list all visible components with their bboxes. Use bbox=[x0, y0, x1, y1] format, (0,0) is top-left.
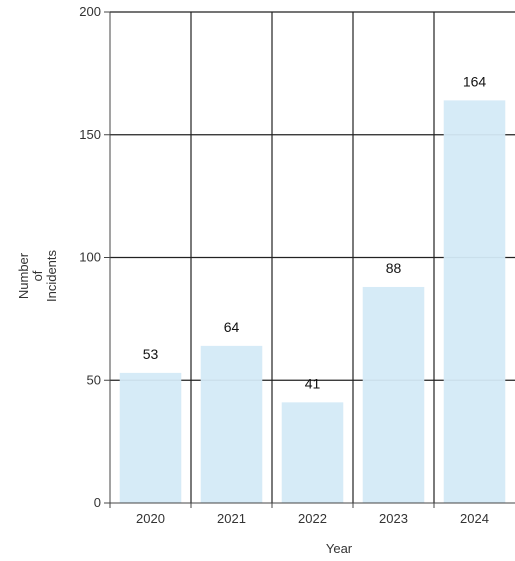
bar-2023 bbox=[362, 286, 425, 503]
data-label-2024: 164 bbox=[463, 73, 487, 89]
x-axis-title: Year bbox=[326, 541, 353, 556]
x-tick-label-2024: 2024 bbox=[460, 511, 489, 526]
x-axis-ticks: 2020 2021 2022 2023 2024 bbox=[109, 503, 489, 526]
x-tick-label-2020: 2020 bbox=[136, 511, 165, 526]
y-tick-label-200: 200 bbox=[79, 4, 101, 19]
bar-2021 bbox=[200, 345, 263, 503]
bar-2022 bbox=[281, 402, 344, 503]
y-axis-title-line-3: Incidents bbox=[44, 249, 59, 302]
y-tick-label-50: 50 bbox=[87, 372, 101, 387]
y-axis-title-line-1: Number bbox=[16, 252, 31, 299]
data-label-2023: 88 bbox=[386, 260, 402, 276]
data-labels: 53 64 41 88 164 bbox=[143, 73, 487, 391]
bar-2024 bbox=[443, 100, 506, 503]
x-tick-label-2021: 2021 bbox=[217, 511, 246, 526]
y-tick-label-150: 150 bbox=[79, 127, 101, 142]
gridlines bbox=[110, 11, 515, 503]
x-tick-label-2023: 2023 bbox=[379, 511, 408, 526]
y-axis-ticks: 0 50 100 150 200 bbox=[79, 4, 110, 510]
bar-2020 bbox=[119, 372, 182, 503]
bars bbox=[119, 100, 506, 503]
x-tick-label-2022: 2022 bbox=[298, 511, 327, 526]
y-axis-title-line-2: of bbox=[30, 270, 45, 281]
data-label-2021: 64 bbox=[224, 319, 240, 335]
y-axis-title: Number of Incidents bbox=[16, 249, 59, 302]
data-label-2022: 41 bbox=[305, 375, 321, 391]
y-tick-label-0: 0 bbox=[94, 495, 101, 510]
data-label-2020: 53 bbox=[143, 346, 159, 362]
y-tick-label-100: 100 bbox=[79, 250, 101, 265]
